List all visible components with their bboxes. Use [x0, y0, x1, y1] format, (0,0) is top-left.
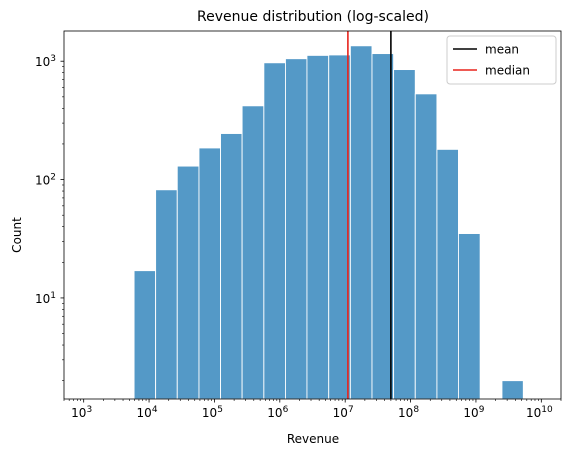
chart-title: Revenue distribution (log-scaled)	[197, 9, 429, 25]
x-tick-base: 10	[333, 406, 348, 420]
x-tick-exponent: 10	[541, 405, 553, 415]
histogram-bars	[133, 45, 524, 400]
histogram-bar	[155, 189, 178, 400]
x-tick-label: 109	[463, 405, 484, 420]
histogram-bar	[349, 45, 373, 400]
x-tick-exponent: 4	[152, 405, 158, 415]
mean-legend-label: mean	[485, 43, 519, 57]
reference-lines	[347, 31, 392, 399]
x-tick-base: 10	[137, 406, 152, 420]
histogram-bar	[501, 380, 524, 400]
legend: mean median	[446, 35, 557, 85]
histogram-bar	[241, 105, 265, 400]
y-tick-base: 10	[35, 174, 50, 188]
x-tick-exponent: 9	[479, 405, 485, 415]
x-tick-label: 103	[71, 405, 92, 420]
x-axis-ticks: 103 104 105 106 107 108 109 1010	[63, 399, 562, 420]
x-tick-label: 104	[137, 405, 158, 420]
x-tick-exponent: 6	[283, 405, 289, 415]
x-tick-label: 106	[267, 405, 288, 420]
x-tick-base: 10	[71, 406, 86, 420]
histogram-bar	[263, 62, 286, 400]
y-tick-exponent: 3	[50, 54, 56, 64]
x-tick-label: 107	[333, 405, 354, 420]
histogram-bar	[285, 58, 308, 400]
x-tick-base: 10	[463, 406, 478, 420]
y-tick-label: 103	[35, 54, 56, 69]
histogram-bar	[220, 133, 243, 400]
x-tick-base: 10	[398, 406, 413, 420]
y-tick-base: 10	[35, 292, 50, 306]
histogram-bar	[414, 93, 438, 400]
histogram-bar	[457, 233, 481, 400]
x-tick-label: 1010	[526, 405, 553, 420]
x-tick-label: 105	[202, 405, 223, 420]
histogram-bar	[133, 270, 157, 400]
x-tick-exponent: 7	[348, 405, 354, 415]
y-tick-label: 102	[35, 173, 56, 188]
median-legend-label: median	[485, 64, 530, 78]
x-tick-exponent: 3	[86, 405, 92, 415]
x-tick-label: 108	[398, 405, 419, 420]
y-tick-label: 101	[35, 291, 56, 306]
x-tick-exponent: 8	[413, 405, 419, 415]
legend-box	[446, 35, 557, 85]
x-tick-base: 10	[267, 406, 282, 420]
histogram-bar	[198, 147, 221, 400]
y-tick-exponent: 1	[50, 291, 56, 301]
x-tick-exponent: 5	[217, 405, 223, 415]
y-tick-exponent: 2	[50, 173, 56, 183]
y-tick-base: 10	[35, 55, 50, 69]
histogram-bar	[393, 69, 416, 400]
plot-frame	[63, 30, 562, 400]
x-tick-base: 10	[526, 406, 541, 420]
x-axis-label: Revenue	[287, 432, 339, 446]
y-axis-label: Count	[10, 217, 24, 253]
x-tick-base: 10	[202, 406, 217, 420]
histogram-bar	[306, 54, 330, 400]
histogram-bar	[176, 165, 200, 400]
histogram-bar	[436, 148, 459, 400]
